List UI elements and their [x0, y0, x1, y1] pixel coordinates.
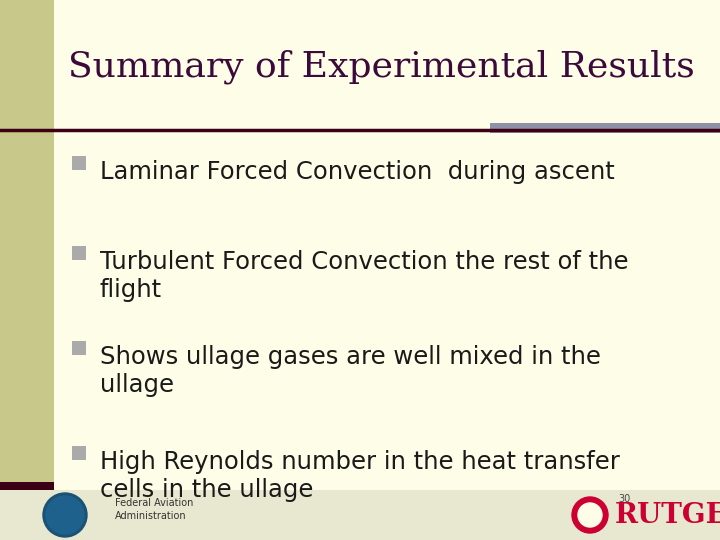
Text: Laminar Forced Convection  during ascent: Laminar Forced Convection during ascent	[100, 160, 615, 184]
Bar	[0, 490, 720, 540]
Circle shape	[46, 496, 84, 534]
Bar	[72, 246, 86, 260]
Text: cells in the ullage: cells in the ullage	[100, 478, 313, 502]
Circle shape	[572, 497, 608, 533]
Text: flight: flight	[100, 278, 162, 302]
Text: High Reynolds number in the heat transfer: High Reynolds number in the heat transfe…	[100, 450, 620, 474]
Text: RUTGERS: RUTGERS	[615, 502, 720, 529]
Text: 30: 30	[618, 494, 630, 504]
Text: Turbulent Forced Convection the rest of the: Turbulent Forced Convection the rest of …	[100, 250, 629, 274]
Circle shape	[43, 493, 87, 537]
Text: ullage: ullage	[100, 373, 174, 397]
Circle shape	[578, 503, 602, 527]
Bar	[490, 123, 720, 133]
Text: Federal Aviation
Administration: Federal Aviation Administration	[115, 498, 194, 521]
Text: Summary of Experimental Results: Summary of Experimental Results	[68, 50, 695, 84]
Bar	[72, 341, 86, 355]
Bar	[0, 0, 54, 490]
Text: Shows ullage gases are well mixed in the: Shows ullage gases are well mixed in the	[100, 345, 601, 369]
Bar	[72, 446, 86, 460]
Bar	[0, 482, 54, 490]
Bar	[72, 156, 86, 170]
